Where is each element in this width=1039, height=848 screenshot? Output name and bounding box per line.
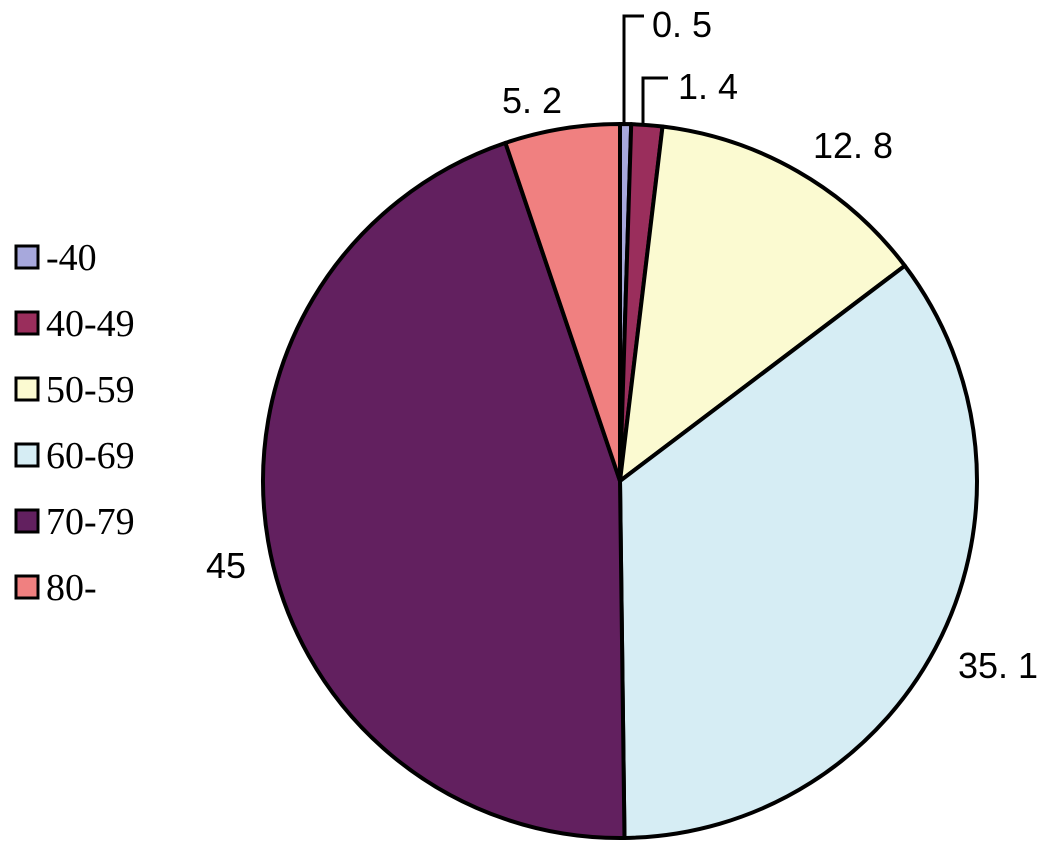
data-label--40: 0. 5 <box>652 4 712 45</box>
pie-slice-50-59 <box>618 124 907 483</box>
legend-label-50-59: 50-59 <box>46 369 135 411</box>
legend-label-40-49: 40-49 <box>46 303 135 345</box>
legend-label-70-79: 70-79 <box>46 501 135 543</box>
leader-lines <box>622 14 668 125</box>
data-labels: 0. 5 1. 4 12. 8 35. 1 45 5. 2 <box>206 4 1038 686</box>
pie-slice-80- <box>503 122 622 483</box>
data-label-40-49: 1. 4 <box>678 66 738 107</box>
legend-label--40: -40 <box>46 237 97 279</box>
pie-slice-70-79 <box>261 140 627 840</box>
legend-swatch-80- <box>14 574 40 600</box>
data-label-60-69: 35. 1 <box>958 645 1038 686</box>
data-label-70-79: 45 <box>206 545 246 586</box>
legend-swatch--40 <box>14 244 40 270</box>
pie-slices <box>261 122 979 840</box>
legend-swatch-60-69 <box>14 442 40 468</box>
legend: -40 40-49 50-59 60-69 70-79 80- <box>14 237 135 609</box>
legend-swatch-50-59 <box>14 376 40 402</box>
legend-label-80-: 80- <box>46 567 97 609</box>
leader-line--40 <box>622 14 644 125</box>
data-label-50-59: 12. 8 <box>813 125 893 166</box>
legend-swatch-70-79 <box>14 508 40 534</box>
leader-line-40-49 <box>641 76 668 125</box>
legend-swatch-40-49 <box>14 310 40 336</box>
legend-label-60-69: 60-69 <box>46 435 135 477</box>
data-label-80-: 5. 2 <box>502 80 562 121</box>
pie-slice-60-69 <box>618 263 979 840</box>
